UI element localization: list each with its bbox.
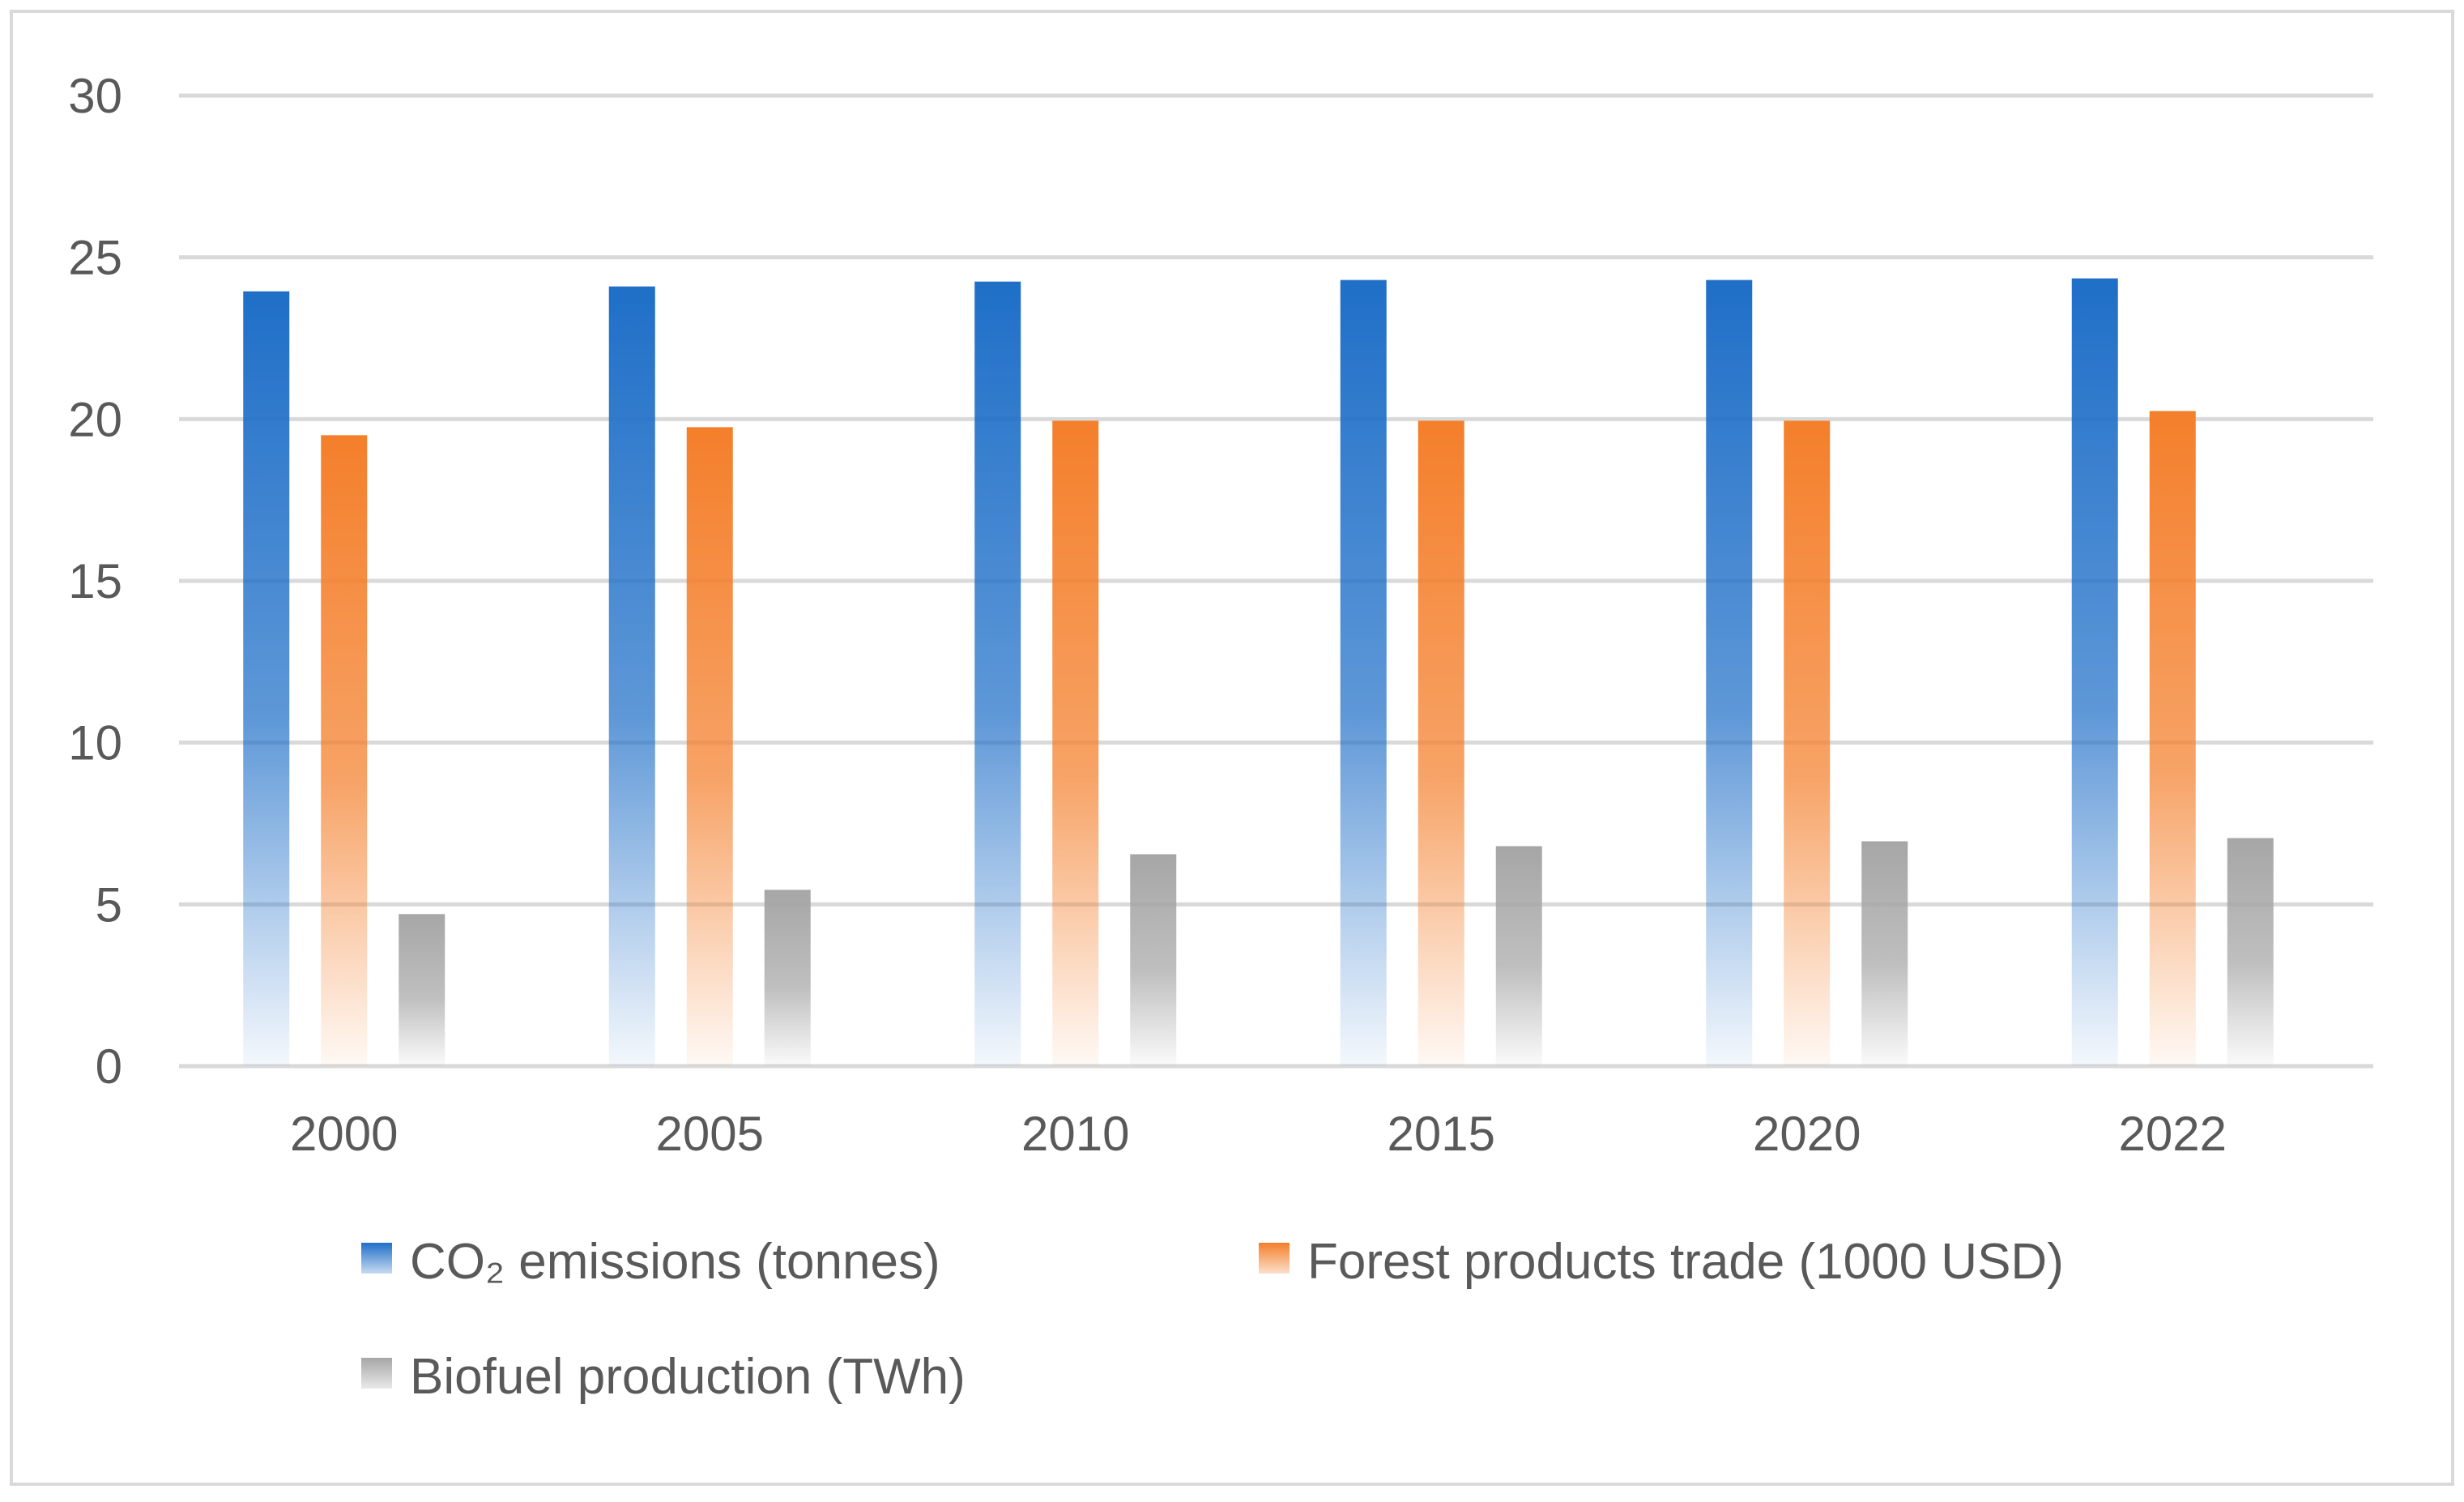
- y-tick-label: 15: [68, 554, 122, 608]
- bar-co-2010: [974, 281, 1021, 1066]
- x-tick-label: 2015: [1388, 1107, 1495, 1161]
- bar-forest-2005: [686, 427, 733, 1066]
- bar-co-2000: [243, 291, 290, 1066]
- legend-swatch: [1259, 1243, 1290, 1274]
- x-axis-ticks: 2000 2005 2010 2015 2020 2022: [290, 1107, 2227, 1161]
- bar-biofuel-2005: [764, 890, 811, 1066]
- bar-co-2022: [2071, 278, 2118, 1067]
- legend-item: CO₂ emissions (tonnes): [361, 1234, 940, 1290]
- bar-biofuel-2020: [1861, 841, 1908, 1066]
- bar-co-2020: [1706, 279, 1753, 1066]
- legend-swatch: [361, 1358, 392, 1389]
- x-tick-label: 2000: [290, 1107, 398, 1161]
- bar-biofuel-2000: [399, 914, 445, 1066]
- legend-label: CO₂ emissions (tonnes): [410, 1234, 940, 1290]
- bars: [243, 278, 2274, 1067]
- gridlines: [179, 93, 2373, 1069]
- y-tick-label: 30: [68, 69, 122, 123]
- y-tick-label: 25: [68, 231, 122, 285]
- y-axis-ticks: 0 5 10 15 20 25 30: [68, 69, 122, 1094]
- bar-co-2015: [1340, 279, 1387, 1066]
- bar-forest-2000: [321, 435, 368, 1066]
- bar-forest-2010: [1052, 420, 1099, 1066]
- y-tick-label: 20: [68, 392, 122, 446]
- y-tick-label: 5: [96, 877, 122, 932]
- legend-label: Forest products trade (1000 USD): [1307, 1234, 2064, 1290]
- legend: CO₂ emissions (tonnes) Forest products tr…: [361, 1234, 2064, 1405]
- y-tick-label: 0: [96, 1039, 122, 1094]
- x-tick-label: 2020: [1753, 1107, 1861, 1161]
- bar-biofuel-2010: [1130, 854, 1177, 1066]
- bar-forest-2020: [1784, 420, 1831, 1066]
- bar-chart: 0 5 10 15 20 25 30 2000 2005 2010 2015 2020 2022 CO…: [68, 69, 2373, 1405]
- bar-co-2005: [608, 286, 655, 1066]
- bar-forest-2015: [1417, 420, 1464, 1066]
- bar-biofuel-2022: [2227, 838, 2274, 1066]
- y-tick-label: 10: [68, 716, 122, 770]
- x-tick-label: 2022: [2119, 1107, 2227, 1161]
- legend-item: Biofuel production (TWh): [361, 1349, 966, 1405]
- x-tick-label: 2010: [1021, 1107, 1129, 1161]
- legend-item: Forest products trade (1000 USD): [1259, 1234, 2064, 1290]
- chart-frame: 0 5 10 15 20 25 30 2000 2005 2010 2015 2020 2022 CO…: [10, 10, 2454, 1486]
- legend-label: Biofuel production (TWh): [410, 1349, 966, 1405]
- bar-biofuel-2015: [1495, 846, 1542, 1066]
- bar-forest-2022: [2149, 411, 2196, 1067]
- legend-swatch: [361, 1243, 392, 1274]
- x-tick-label: 2005: [656, 1107, 764, 1161]
